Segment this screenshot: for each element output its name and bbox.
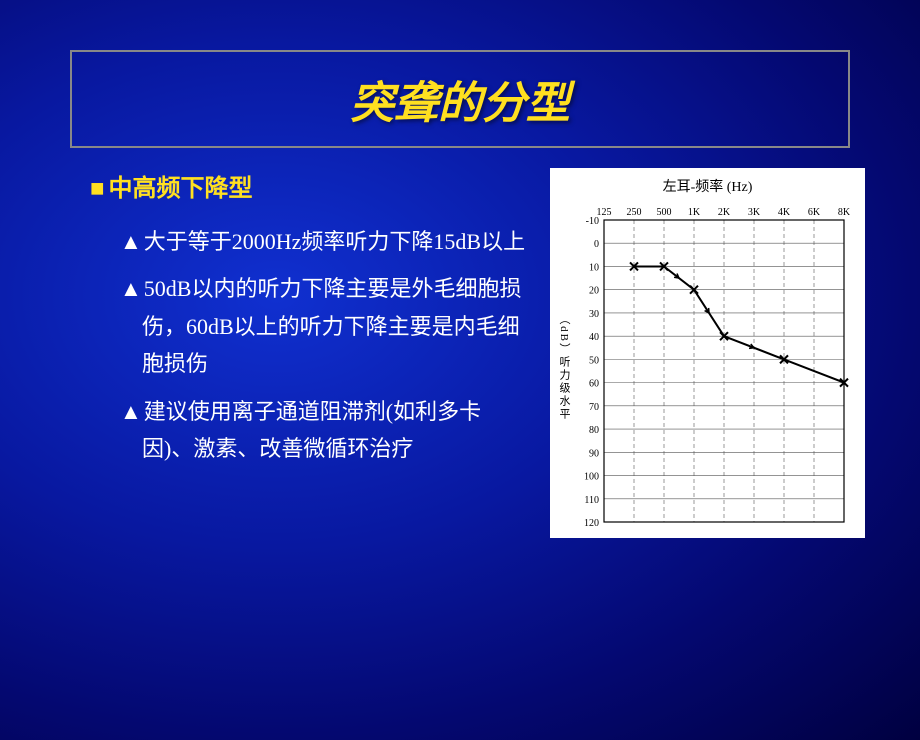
svg-text:50: 50 — [589, 355, 599, 366]
content-wrap: ■中高频下降型 ▲大于等于2000Hz频率听力下降15dB以上▲50dB以内的听… — [0, 168, 920, 538]
audiogram-svg: -100102030405060708090100110120125250500… — [554, 202, 854, 532]
svg-text:110: 110 — [584, 495, 599, 506]
svg-text:4K: 4K — [778, 207, 791, 218]
chart-area: （dB）听力级水平 -10010203040506070809010011012… — [554, 202, 861, 532]
bullet-text: 建议使用离子通道阻滞剂(如利多卡因)、激素、改善微循环治疗 — [142, 399, 481, 461]
svg-text:80: 80 — [589, 425, 599, 436]
subtitle-text: 中高频下降型 — [109, 176, 253, 202]
bullet-text: 大于等于2000Hz频率听力下降15dB以上 — [144, 229, 525, 254]
bullet-item: ▲大于等于2000Hz频率听力下降15dB以上 — [120, 223, 530, 260]
svg-text:60: 60 — [589, 379, 599, 390]
svg-text:90: 90 — [589, 448, 599, 459]
chart-title: 左耳-频率 (Hz) — [554, 176, 861, 196]
bullet-list: ▲大于等于2000Hz频率听力下降15dB以上▲50dB以内的听力下降主要是外毛… — [90, 223, 530, 467]
svg-text:30: 30 — [589, 309, 599, 320]
title-box: 突聋的分型 — [70, 50, 850, 148]
triangle-bullet-icon: ▲ — [120, 229, 142, 254]
triangle-bullet-icon: ▲ — [120, 399, 142, 424]
svg-text:250: 250 — [627, 207, 642, 218]
svg-text:70: 70 — [589, 402, 599, 413]
svg-text:1K: 1K — [688, 207, 701, 218]
svg-text:40: 40 — [589, 332, 599, 343]
svg-text:20: 20 — [589, 286, 599, 297]
svg-text:8K: 8K — [838, 207, 851, 218]
svg-text:500: 500 — [657, 207, 672, 218]
svg-text:120: 120 — [584, 518, 599, 529]
svg-text:0: 0 — [594, 239, 599, 250]
text-column: ■中高频下降型 ▲大于等于2000Hz频率听力下降15dB以上▲50dB以内的听… — [90, 168, 530, 538]
subtitle: ■中高频下降型 — [90, 168, 530, 203]
triangle-bullet-icon: ▲ — [120, 276, 142, 301]
bullet-item: ▲50dB以内的听力下降主要是外毛细胞损伤，60dB以上的听力下降主要是内毛细胞… — [120, 270, 530, 382]
svg-text:3K: 3K — [748, 207, 761, 218]
svg-text:6K: 6K — [808, 207, 821, 218]
svg-text:2K: 2K — [718, 207, 731, 218]
square-bullet-icon: ■ — [90, 176, 105, 202]
bullet-item: ▲建议使用离子通道阻滞剂(如利多卡因)、激素、改善微循环治疗 — [120, 393, 530, 468]
slide-title: 突聋的分型 — [72, 67, 848, 131]
svg-text:125: 125 — [597, 207, 612, 218]
audiogram-chart: 左耳-频率 (Hz) （dB）听力级水平 -100102030405060708… — [550, 168, 865, 538]
svg-text:100: 100 — [584, 472, 599, 483]
chart-ylabel: （dB）听力级水平 — [556, 313, 572, 421]
svg-text:10: 10 — [589, 262, 599, 273]
bullet-text: 50dB以内的听力下降主要是外毛细胞损伤，60dB以上的听力下降主要是内毛细胞损… — [142, 276, 521, 376]
